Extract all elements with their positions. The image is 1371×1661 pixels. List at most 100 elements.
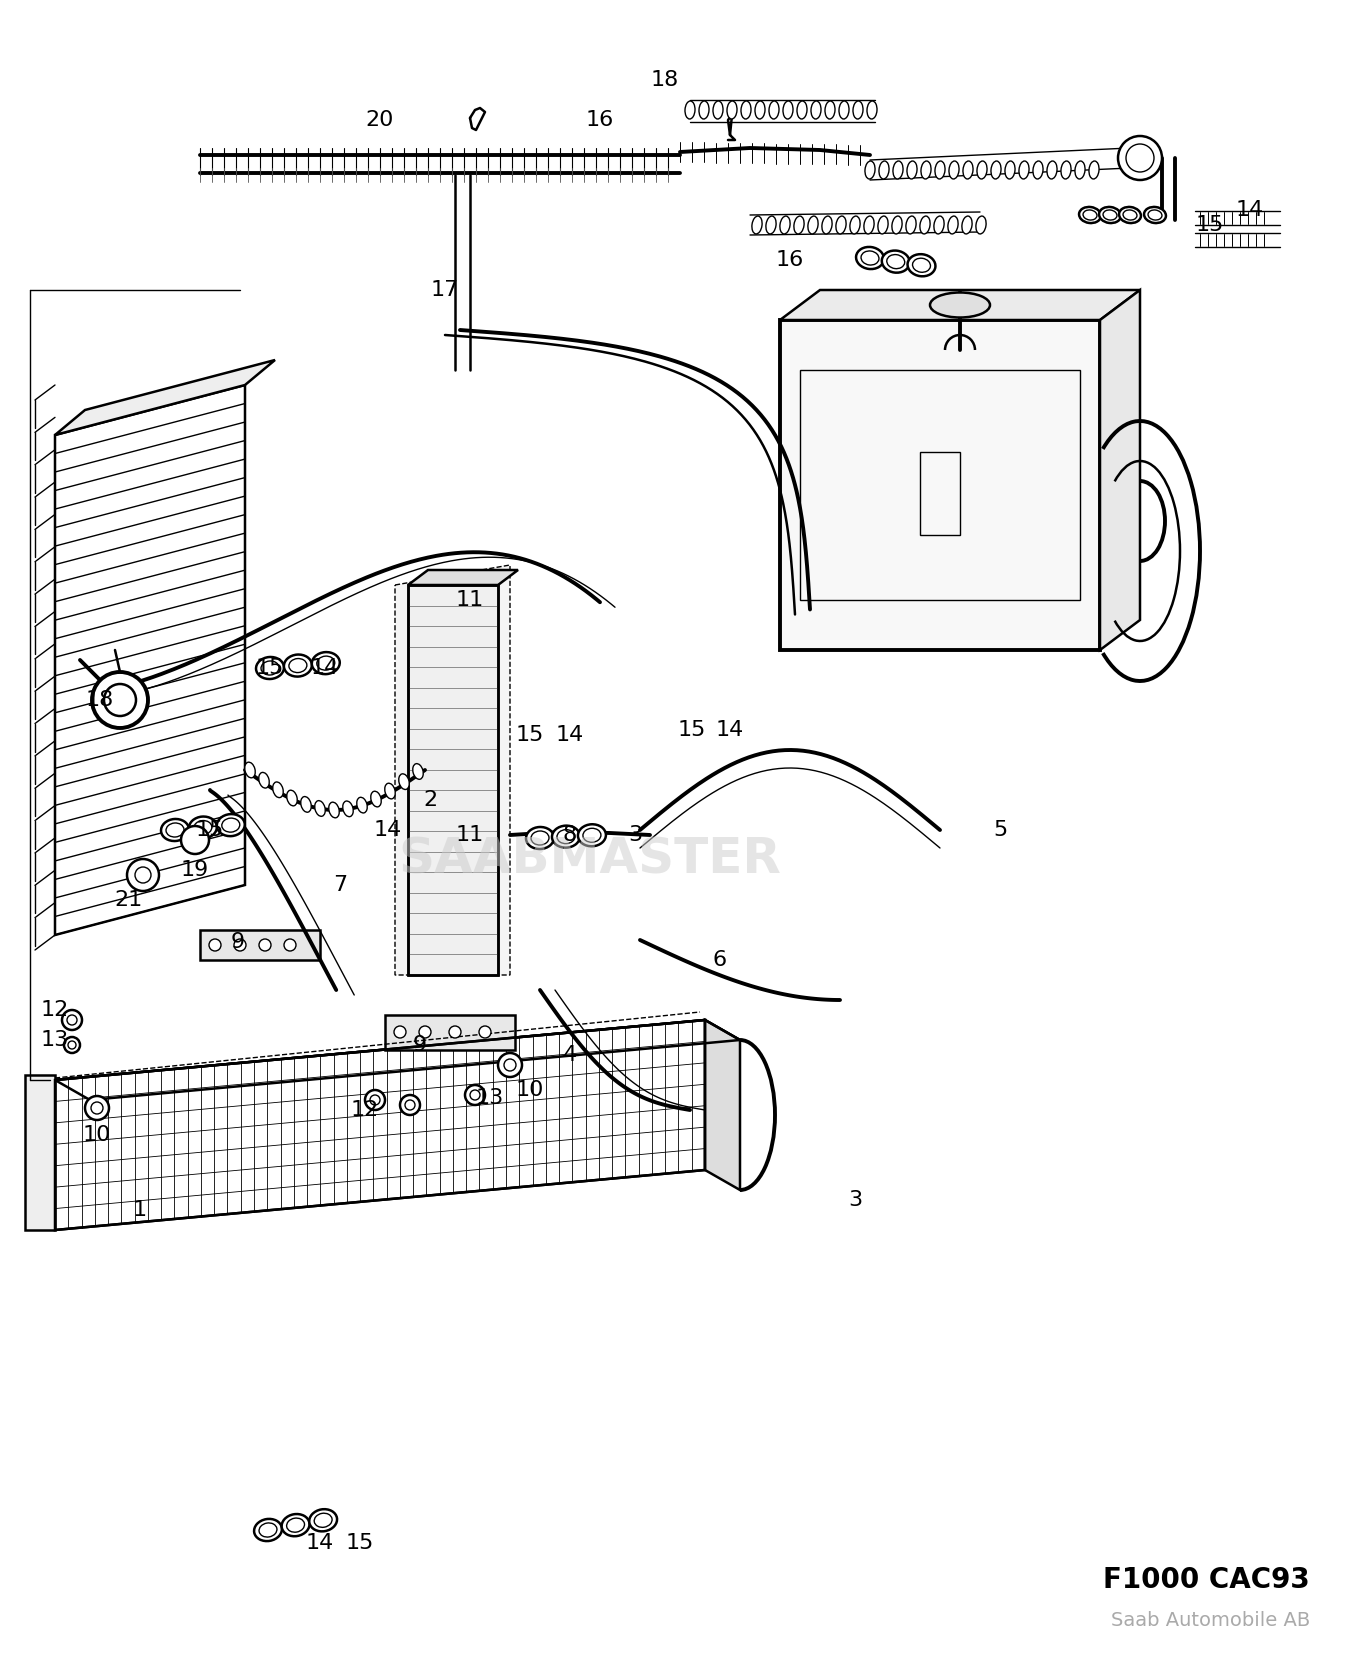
Text: 20: 20 (366, 110, 395, 130)
Ellipse shape (962, 216, 972, 234)
Circle shape (365, 1090, 385, 1110)
Circle shape (128, 859, 159, 890)
Ellipse shape (1019, 161, 1030, 179)
Text: 15: 15 (196, 821, 225, 840)
Circle shape (69, 1041, 75, 1050)
Ellipse shape (713, 101, 723, 120)
Circle shape (498, 1053, 522, 1076)
Ellipse shape (783, 101, 792, 120)
Circle shape (1117, 136, 1163, 179)
Text: 14: 14 (311, 658, 339, 678)
Ellipse shape (273, 782, 284, 797)
Ellipse shape (976, 216, 986, 234)
Circle shape (85, 1096, 110, 1120)
Ellipse shape (583, 829, 600, 842)
Ellipse shape (1005, 161, 1015, 179)
Polygon shape (55, 1020, 705, 1231)
Text: 15: 15 (677, 719, 706, 741)
Circle shape (104, 684, 136, 716)
Text: 14: 14 (1235, 199, 1264, 219)
Text: 13: 13 (41, 1030, 69, 1050)
Ellipse shape (259, 772, 269, 787)
Polygon shape (55, 385, 245, 935)
Text: 15: 15 (345, 1533, 374, 1553)
Polygon shape (55, 1020, 740, 1100)
Ellipse shape (699, 101, 709, 120)
Ellipse shape (166, 822, 184, 837)
Circle shape (181, 826, 208, 854)
Ellipse shape (962, 161, 973, 179)
Text: 14: 14 (306, 1533, 335, 1553)
Text: 1: 1 (133, 1199, 147, 1219)
Polygon shape (55, 360, 276, 435)
Text: 6: 6 (713, 950, 727, 970)
Polygon shape (780, 291, 1141, 321)
Ellipse shape (311, 653, 340, 674)
Ellipse shape (850, 216, 860, 234)
Ellipse shape (413, 764, 424, 779)
Circle shape (470, 1090, 480, 1100)
Text: 9: 9 (413, 1035, 426, 1055)
Ellipse shape (934, 216, 945, 234)
Ellipse shape (864, 216, 875, 234)
Bar (409, 585, 498, 975)
Circle shape (404, 1100, 415, 1110)
Ellipse shape (949, 161, 960, 179)
Ellipse shape (755, 101, 765, 120)
Ellipse shape (853, 101, 862, 120)
Text: 3: 3 (628, 826, 642, 845)
Circle shape (420, 1026, 430, 1038)
Ellipse shape (281, 1515, 310, 1536)
Text: 16: 16 (776, 251, 805, 271)
Circle shape (64, 1036, 80, 1053)
Ellipse shape (947, 216, 958, 234)
Ellipse shape (766, 216, 776, 234)
Text: 15: 15 (1196, 214, 1224, 234)
Text: 13: 13 (476, 1088, 505, 1108)
Text: 19: 19 (181, 860, 210, 880)
Ellipse shape (310, 1510, 337, 1531)
Text: 12: 12 (41, 1000, 69, 1020)
Ellipse shape (287, 1518, 304, 1531)
Ellipse shape (289, 658, 307, 673)
Text: 15: 15 (515, 724, 544, 746)
Ellipse shape (260, 661, 278, 674)
Ellipse shape (222, 819, 240, 832)
Ellipse shape (882, 251, 910, 272)
Bar (780, 321, 1100, 649)
Ellipse shape (553, 826, 580, 847)
Ellipse shape (160, 819, 189, 840)
Text: 14: 14 (374, 821, 402, 840)
Circle shape (284, 938, 296, 952)
Ellipse shape (256, 658, 284, 679)
Text: 15: 15 (256, 658, 284, 678)
Text: SAABMASTER: SAABMASTER (399, 835, 781, 884)
Ellipse shape (780, 216, 790, 234)
Text: 5: 5 (993, 821, 1008, 840)
Ellipse shape (836, 216, 846, 234)
Ellipse shape (839, 101, 849, 120)
Polygon shape (395, 565, 510, 975)
Ellipse shape (879, 161, 888, 179)
Ellipse shape (1032, 161, 1043, 179)
Ellipse shape (991, 161, 1001, 179)
Ellipse shape (920, 216, 930, 234)
Ellipse shape (740, 101, 751, 120)
Bar (801, 370, 1080, 600)
Ellipse shape (1123, 209, 1137, 219)
Ellipse shape (370, 791, 381, 807)
Bar (385, 1015, 515, 1050)
Text: Saab Automobile AB: Saab Automobile AB (1111, 1611, 1311, 1629)
Text: 18: 18 (86, 689, 114, 709)
Ellipse shape (978, 161, 987, 179)
Circle shape (478, 1026, 491, 1038)
Ellipse shape (1075, 161, 1084, 179)
Ellipse shape (808, 216, 818, 234)
Text: 7: 7 (333, 875, 347, 895)
Ellipse shape (893, 216, 902, 234)
Text: 14: 14 (716, 719, 744, 741)
Ellipse shape (913, 257, 931, 272)
Ellipse shape (877, 216, 888, 234)
Circle shape (67, 1015, 77, 1025)
Text: 8: 8 (563, 826, 577, 845)
